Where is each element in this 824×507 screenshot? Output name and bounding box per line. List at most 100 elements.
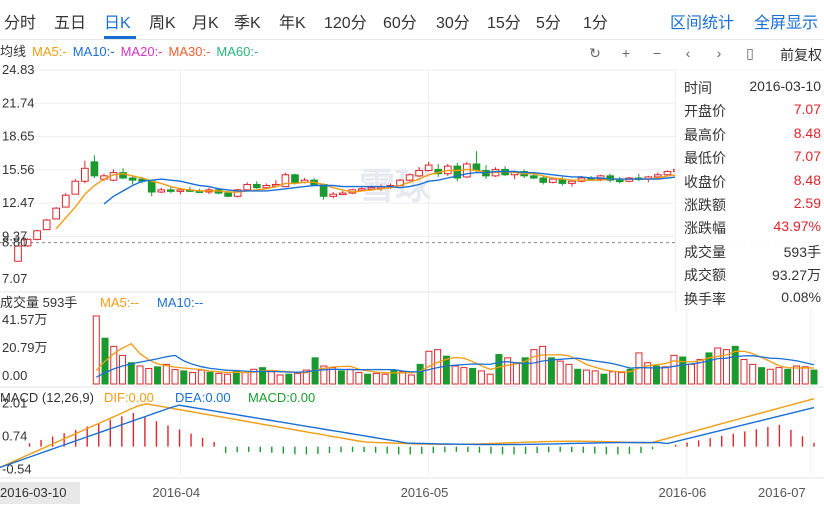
tab-10[interactable]: 15分: [487, 15, 521, 32]
tooltip-value: 8.48: [793, 171, 821, 188]
tab-0[interactable]: 分时: [4, 15, 37, 32]
candle-body: [23, 238, 32, 247]
price-tick-label: 21.74: [2, 95, 35, 110]
tooltip-row: 开盘价 7.07: [684, 101, 821, 123]
volume-bar: [749, 363, 757, 385]
volume-bar: [582, 369, 590, 385]
fullscreen-link[interactable]: 全屏显示: [754, 15, 819, 32]
range-stats-link[interactable]: 区间统计: [670, 15, 735, 32]
candle-body: [568, 180, 576, 184]
candle-icon[interactable]: ▯: [746, 45, 754, 61]
refresh-icon[interactable]: ↻: [589, 45, 601, 61]
volume-bar: [722, 349, 730, 385]
candle-body: [176, 189, 185, 192]
volume-bar: [652, 365, 660, 385]
legend-title: 均线: [0, 44, 27, 59]
legend-ma-0: MA5:-: [32, 44, 67, 59]
tooltip-key: 成交量: [684, 243, 726, 260]
candle-body: [243, 183, 252, 191]
tooltip-row: 时间 2016-03-10: [684, 78, 821, 100]
tab-3[interactable]: 周K: [149, 15, 176, 32]
candle-body: [338, 192, 347, 196]
tab-9[interactable]: 30分: [436, 15, 470, 32]
tooltip-row: 换手率 0.08%: [684, 289, 821, 311]
volume-bar: [539, 345, 547, 385]
tab-5[interactable]: 季K: [234, 15, 261, 32]
volume-bar: [530, 349, 538, 385]
price-tick-label: 12.47: [2, 195, 35, 210]
ma5-line: [55, 168, 678, 230]
chevron-right-icon[interactable]: ›: [716, 45, 722, 61]
volume-bar: [512, 362, 520, 385]
candle-body: [319, 183, 328, 197]
volume-tick-label: 20.79万: [2, 340, 48, 355]
candle-body: [654, 174, 662, 178]
tooltip-row: 最低价 7.07: [684, 148, 821, 170]
volume-bar: [469, 367, 477, 385]
zoom-out-icon[interactable]: −: [652, 45, 662, 61]
candle-body: [281, 174, 290, 188]
volume-bar: [372, 372, 380, 385]
volume-bar: [556, 360, 564, 385]
tab-12[interactable]: 1分: [583, 15, 608, 32]
volume-bar: [705, 352, 713, 385]
tab-7[interactable]: 120分: [324, 15, 367, 32]
ma10-line: [103, 170, 678, 205]
period-tabs: 分时 五日 日K 周K 月K 季K 年K 120分 60分 30分 15分 5分 1分: [0, 0, 824, 40]
volume-bar: [285, 373, 293, 385]
volume-bar: [775, 367, 783, 385]
volume-bar: [355, 372, 363, 385]
tab-1[interactable]: 五日: [54, 15, 87, 32]
x-tick-label: 2016-06: [659, 485, 707, 500]
price-tick-label: 15.56: [2, 162, 35, 177]
volume-title: 成交量 593手: [0, 295, 77, 310]
volume-bar: [810, 369, 818, 385]
volume-bar: [154, 366, 162, 385]
candle-body: [539, 177, 548, 183]
tab-4[interactable]: 月K: [192, 15, 219, 32]
tooltip-key: 涨跌幅: [684, 220, 726, 237]
chevron-left-icon[interactable]: ‹: [685, 45, 691, 61]
price-marker-label: 8.80: [2, 235, 27, 250]
candle-body: [405, 174, 414, 181]
tooltip-value: 593手: [783, 243, 821, 260]
candle-body: [61, 194, 70, 208]
macd-tick-label: 2.01: [2, 395, 27, 410]
price-legend: 均线 MA5:- MA10:- MA20:- MA30:- MA60:-: [0, 41, 264, 61]
volume-bar: [390, 369, 398, 385]
volume-bar: [119, 354, 127, 385]
tooltip-key: 涨跌额: [684, 197, 726, 213]
volume-bar: [451, 365, 459, 385]
volume-bar: [171, 369, 179, 385]
volume-bar: [460, 367, 468, 385]
zoom-in-icon[interactable]: +: [621, 45, 631, 61]
volume-bar: [329, 367, 337, 385]
tab-11[interactable]: 5分: [536, 15, 561, 32]
macd-tick-label: 0.74: [2, 428, 27, 443]
tooltip-row: 收盘价 8.48: [684, 172, 821, 194]
candle-body: [472, 163, 481, 171]
tooltip-row: 最高价 8.48: [684, 125, 821, 147]
tab-8[interactable]: 60分: [383, 15, 417, 32]
tooltip-value: 2016-03-10: [749, 78, 821, 94]
volume-tick-label: 41.57万: [2, 312, 48, 327]
volume-bar: [792, 365, 800, 385]
macd-legend: DEA:0.00: [175, 390, 231, 405]
candle-body: [415, 169, 423, 177]
candle-body: [71, 180, 80, 195]
price-tick-label: 9.37: [2, 228, 27, 243]
macd-title: MACD (12,26,9): [0, 390, 94, 405]
price-tick-label: 18.65: [2, 129, 35, 144]
volume-bar: [486, 373, 494, 385]
volume-bar: [145, 367, 153, 385]
volume-bar: [364, 373, 372, 385]
candle-body: [615, 179, 624, 183]
tab-2[interactable]: 日K: [104, 15, 131, 32]
volume-bar: [189, 372, 197, 385]
adjust-mode-label[interactable]: 前复权: [780, 47, 822, 63]
volume-bar: [162, 363, 170, 385]
candle-body: [291, 174, 299, 183]
tab-6[interactable]: 年K: [279, 15, 306, 32]
tooltip-row: 涨跌额 2.59: [684, 195, 821, 217]
volume-bar: [241, 372, 249, 385]
